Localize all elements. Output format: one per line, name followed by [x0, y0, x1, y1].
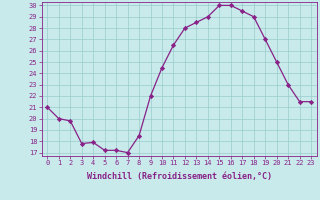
X-axis label: Windchill (Refroidissement éolien,°C): Windchill (Refroidissement éolien,°C): [87, 172, 272, 181]
